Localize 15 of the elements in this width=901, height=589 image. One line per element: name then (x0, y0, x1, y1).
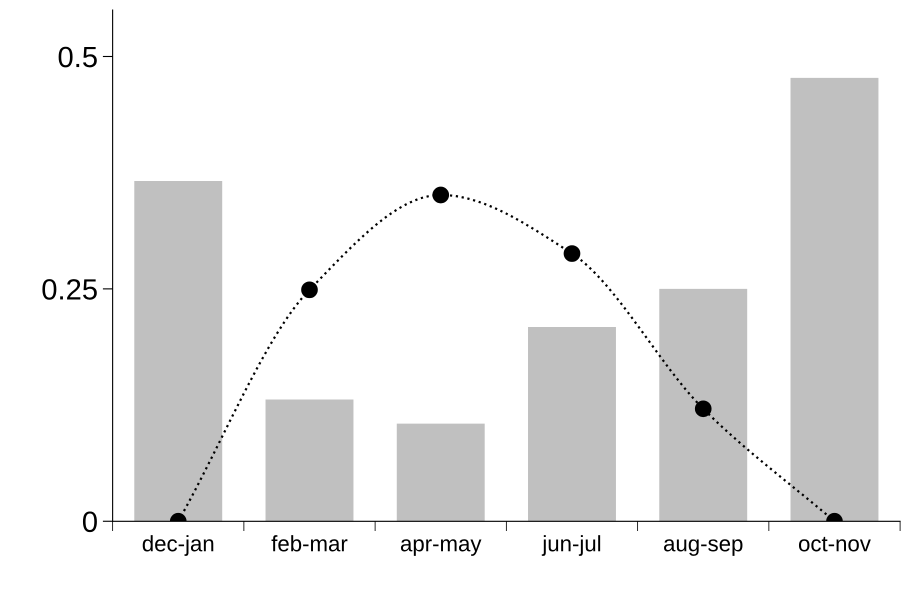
bar (134, 181, 222, 522)
bar (659, 288, 748, 522)
x-tick-label: dec-jan (142, 535, 214, 556)
y-tick-label: 0.5 (58, 46, 97, 68)
bar (528, 326, 616, 522)
y-tick-label: 0 (82, 511, 97, 532)
bar (266, 399, 354, 522)
x-tick-label: apr-may (400, 539, 482, 556)
bar (790, 78, 878, 522)
x-tick-label: jun-jul (542, 535, 600, 556)
x-tick-label: feb-mar (272, 535, 348, 552)
x-tick-label: oct-nov (798, 536, 871, 552)
bar (396, 424, 485, 522)
y-tick-label: 0.25 (42, 279, 97, 300)
x-tick-label: aug-sep (664, 539, 742, 556)
